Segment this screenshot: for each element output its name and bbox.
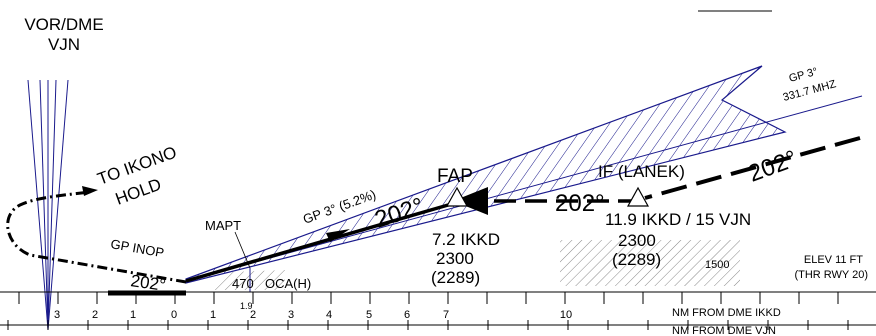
- scale-label: 0: [171, 309, 177, 321]
- intermediate-path: [644, 136, 861, 200]
- scale-label: 3: [54, 309, 60, 321]
- navaid-type: VOR/DME: [24, 15, 103, 34]
- scale-label: 3: [288, 309, 294, 321]
- msa-area: [560, 240, 740, 286]
- if-distance: 11.9 IKKD / 15 VJN: [605, 210, 751, 229]
- fap-height: (2289): [431, 268, 480, 287]
- if-name: IF (LANEK): [598, 162, 685, 181]
- final-arrow: [326, 229, 350, 242]
- final-path: [185, 201, 456, 283]
- elevation-line2: (THR RWY 20): [794, 269, 868, 281]
- missed-label: GP INOP: [109, 236, 165, 260]
- scale-label: 1: [210, 309, 216, 321]
- mapt-distance: 1.9: [240, 301, 253, 311]
- if-altitude: 2300: [618, 231, 656, 250]
- if-track-in: 202°: [555, 190, 605, 217]
- fap-distance: 7.2 IKKD: [432, 230, 500, 249]
- mapt: MAPT: [205, 218, 241, 233]
- scale-label: 4: [326, 309, 332, 321]
- fap-name: FAP: [437, 166, 473, 187]
- scale-label: 2: [92, 309, 98, 321]
- scale-label: 7: [443, 309, 449, 321]
- glidepath-wedge: [185, 65, 787, 284]
- if-height: (2289): [612, 250, 661, 269]
- vjn-caption: NM FROM DME VJN: [672, 325, 776, 336]
- missed-path: [6, 190, 187, 284]
- gp-angle: GP 3°: [788, 66, 819, 85]
- vor-fan: [27, 79, 69, 331]
- ikkd-caption: NM FROM DME IKKD: [672, 307, 781, 319]
- scale-label: 2: [250, 309, 256, 321]
- navaid-ident: VJN: [48, 35, 80, 54]
- scale-label: 5: [366, 309, 372, 321]
- oca-value: 470: [232, 276, 254, 291]
- scale-ticks: 3 2 1 0 1 2 3 4 5 6 7 10: [7, 292, 849, 330]
- glidepath-line: [185, 95, 863, 282]
- fap-altitude: 2300: [436, 249, 474, 268]
- scale-label: 6: [404, 309, 410, 321]
- msa: 1500: [705, 259, 729, 271]
- if-track: 202°: [745, 145, 801, 187]
- missed-arrow: [82, 186, 98, 196]
- missed-track: 202°: [129, 271, 166, 295]
- fap-symbol: [445, 186, 469, 207]
- scale-label: 10: [560, 309, 572, 321]
- scale-label: 1: [130, 309, 136, 321]
- oca-label: OCA(H): [265, 276, 311, 291]
- oca-area: [210, 270, 285, 290]
- if-symbol: [626, 186, 650, 207]
- elevation-line1: ELEV 11 FT: [804, 254, 863, 266]
